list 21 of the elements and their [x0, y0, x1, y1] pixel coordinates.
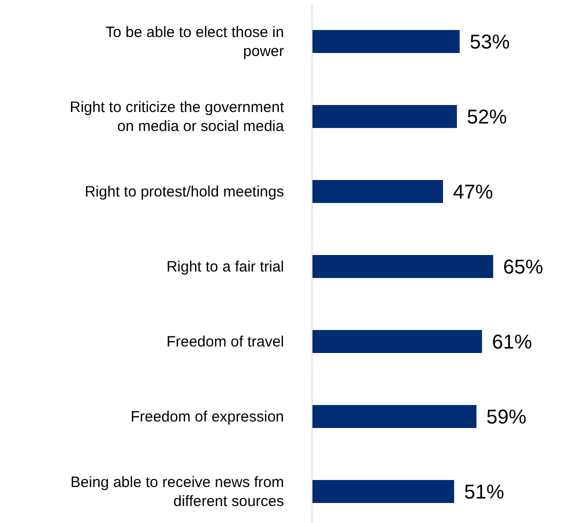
y-tick-label: Freedom of expression [130, 408, 284, 425]
data-label: 61% [492, 332, 532, 354]
data-label: 53% [470, 32, 510, 54]
bar [312, 480, 454, 503]
bar [312, 255, 494, 278]
data-label: 59% [486, 406, 527, 429]
data-label: 52% [466, 106, 508, 129]
y-tick-label: To be able to elect those in power [106, 24, 284, 60]
data-label: 65% [503, 256, 544, 279]
y-tick-label: Right to protest/hold meetings [84, 183, 284, 200]
y-tick-label: Freedom of travel [166, 333, 284, 350]
bar [312, 330, 482, 353]
data-label: 47% [452, 182, 494, 204]
y-tick-label: Right to criticize the government on media or social media [70, 98, 285, 134]
bar [312, 105, 457, 128]
bar [312, 30, 460, 53]
y-tick-label: Being able to receive news from different sources [70, 474, 284, 510]
bar [312, 405, 476, 428]
y-tick-label: Right to a fair trial [166, 258, 284, 275]
data-label: 51% [464, 482, 504, 504]
bar [312, 180, 443, 203]
